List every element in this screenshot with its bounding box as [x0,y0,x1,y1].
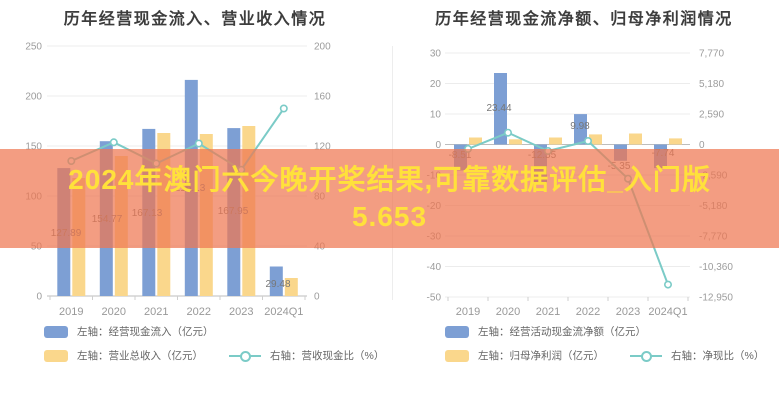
banner-text-line2: 5.653 [351,200,428,232]
line-marker[interactable] [584,137,593,146]
bar[interactable] [589,134,602,145]
right-axis-tick-label: 0 [699,140,705,151]
x-axis-label: 2024Q1 [264,306,303,318]
legend-row: 左轴：营业总收入（亿元） 右轴：营收现金比（%） [44,348,384,363]
bar[interactable] [669,138,682,145]
legend-label: 左轴：归母净利润（亿元） [478,350,604,362]
legend-item[interactable]: 右轴：净现比（%） [630,348,764,363]
left-axis-tick-label: -50 [427,293,442,304]
bar[interactable] [574,114,587,145]
x-axis-label: 2023 [229,306,253,318]
legend-row: 左轴：经营活动现金流净额（亿元） [445,324,764,339]
chart-legend: 左轴：经营现金流入（亿元） 左轴：营业总收入（亿元） 右轴：营收现金比（%） [44,324,384,363]
legend-label: 左轴：经营活动现金流净额（亿元） [478,326,646,338]
left-axis-tick-label: 200 [25,92,42,103]
bar[interactable] [549,137,562,145]
right-axis-tick-label: 0 [314,292,320,303]
left-axis-tick-label: 250 [25,42,42,53]
right-axis-tick-label: 200 [314,42,331,53]
x-axis-label: 2020 [496,306,520,318]
x-axis-label: 2022 [576,306,600,318]
chart-title: 历年经营现金流入、营业收入情况 [63,11,327,28]
x-axis-label: 2019 [59,306,83,318]
right-axis-tick-label: 7,770 [699,49,724,60]
legend-line-symbol [229,350,261,362]
legend-swatch [445,349,469,362]
bar[interactable] [629,133,642,145]
bar-value-label: 9.98 [570,121,590,132]
legend-label: 左轴：经营现金流入（亿元） [77,326,214,338]
bar[interactable] [469,137,482,145]
x-axis-label: 2019 [456,306,480,318]
left-axis-tick-label: 150 [25,142,42,153]
legend-swatch [44,349,68,362]
left-axis-tick-label: 30 [430,49,442,60]
legend-label: 右轴：营收现金比（%） [270,350,385,362]
right-axis-tick-label: 160 [314,92,331,103]
legend-item[interactable]: 左轴：经营活动现金流净额（亿元） [445,324,646,339]
x-axis-label: 2024Q1 [648,306,687,318]
bar[interactable] [269,266,283,297]
legend-line-symbol [630,350,662,362]
chart-title: 历年经营现金流净额、归母净利润情况 [435,11,733,28]
bar[interactable] [494,73,507,145]
x-axis-label: 2023 [616,306,640,318]
x-axis-label: 2022 [187,306,211,318]
legend-label: 左轴：营业总收入（亿元） [77,350,203,362]
legend-swatch [44,325,68,338]
legend-item[interactable]: 左轴：经营现金流入（亿元） [44,324,214,339]
left-axis-tick-label: 0 [435,140,441,151]
bar[interactable] [509,139,522,145]
bar-value-label: 23.44 [486,103,511,114]
left-axis-tick-label: 20 [430,79,442,90]
legend-row: 左轴：归母净利润（亿元） 右轴：净现比（%） [445,348,764,363]
right-axis-tick-label: 2,590 [699,110,724,121]
chart-legend: 左轴：经营活动现金流净额（亿元） 左轴：归母净利润（亿元） 右轴：净现比（%） [445,324,764,363]
line-marker[interactable] [504,128,513,137]
legend-item[interactable]: 左轴：营业总收入（亿元） [44,348,203,363]
right-axis-tick-label: 5,180 [699,79,724,90]
line-marker[interactable] [194,139,203,148]
legend-item[interactable]: 右轴：营收现金比（%） [229,348,384,363]
x-axis-label: 2021 [144,306,168,318]
legend-item[interactable]: 左轴：归母净利润（亿元） [445,348,604,363]
legend-row: 左轴：经营现金流入（亿元） [44,324,384,339]
legend-label: 右轴：净现比（%） [671,350,765,362]
bar[interactable] [284,278,298,296]
x-axis-label: 2020 [102,306,126,318]
x-axis-label: 2021 [536,306,560,318]
line-marker[interactable] [109,138,118,147]
banner-text-line1: 2024年澳门六今晚开奖结果,可靠数据评估_入门版 [68,164,711,196]
right-axis-tick-label: 120 [314,142,331,153]
left-axis-tick-label: 0 [36,292,42,303]
line-marker[interactable] [663,280,672,289]
right-axis-tick-label: -12,950 [699,293,733,304]
line-marker[interactable] [279,104,288,113]
left-axis-tick-label: 10 [430,110,442,121]
bar-value-label: 29.48 [265,279,290,290]
left-axis-tick-label: -40 [427,262,442,273]
right-axis-tick-label: -10,360 [699,262,733,273]
legend-swatch [445,325,469,338]
watermark-banner[interactable]: 2024年澳门六今晚开奖结果,可靠数据评估_入门版 5.653 [0,149,779,248]
